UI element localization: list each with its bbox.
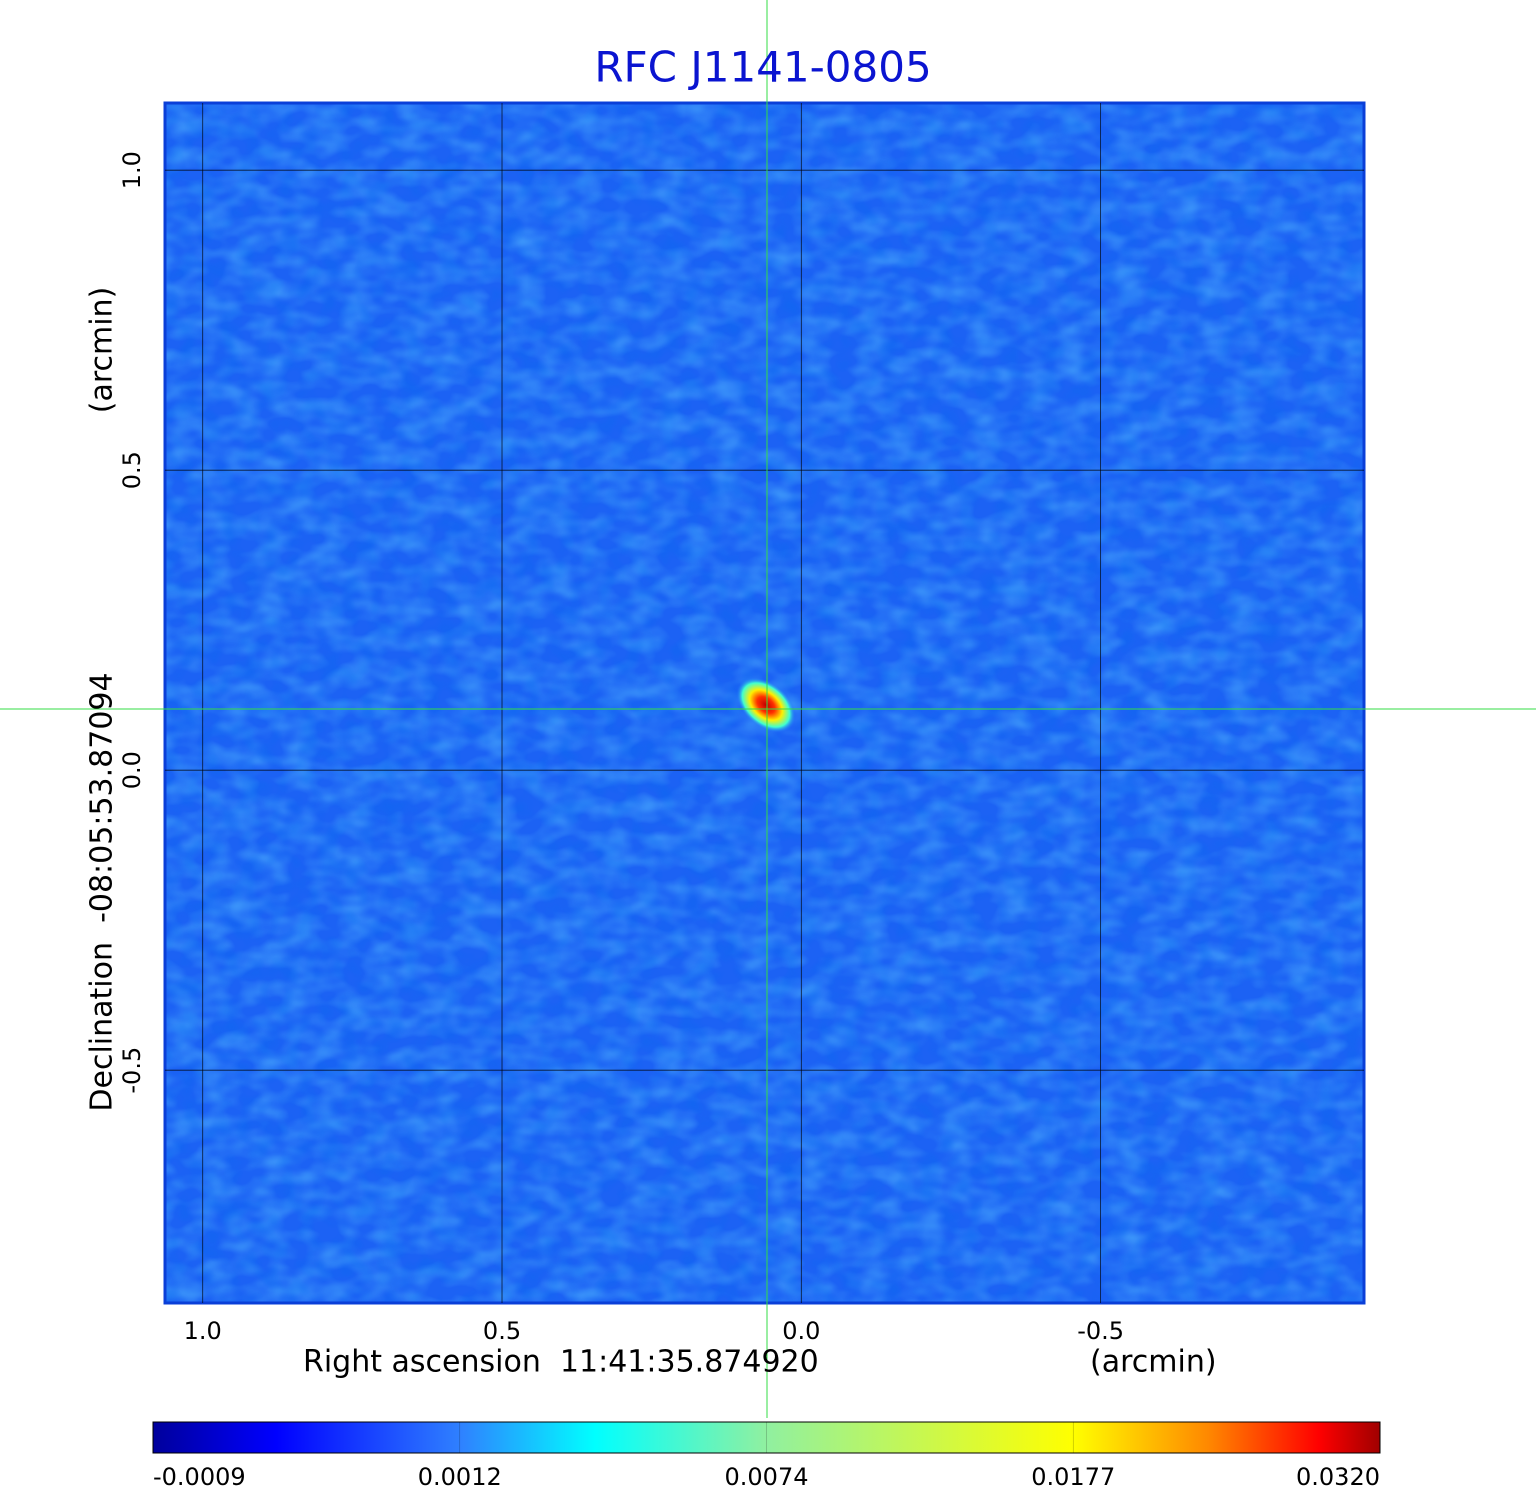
x-axis-label: Right ascension 11:41:35.874920	[303, 1345, 819, 1380]
colorbar-tick-label: 0.0012	[418, 1463, 502, 1491]
colorbar-tick-label: 0.0320	[1296, 1463, 1380, 1491]
y-axis-label: Declination -08:05:53.87094	[85, 672, 120, 1111]
x-axis-unit: (arcmin)	[1090, 1345, 1217, 1380]
y-tick-label: 0.0	[118, 751, 146, 789]
x-tick-label: 0.0	[782, 1317, 820, 1345]
colorbar	[152, 1421, 1381, 1454]
x-tick-label: 0.5	[483, 1317, 521, 1345]
y-tick-label: 1.0	[118, 151, 146, 189]
image-area	[163, 101, 1366, 1305]
x-tick-label: 1.0	[184, 1317, 222, 1345]
colorbar-tick-label: -0.0009	[153, 1463, 246, 1491]
chart-title: RFC J1141-0805	[594, 43, 931, 92]
image-frame	[163, 101, 1366, 1305]
grid	[165, 103, 1364, 1303]
y-tick-label: 0.5	[118, 451, 146, 489]
colorbar-tick-label: 0.0177	[1031, 1463, 1115, 1491]
source	[736, 677, 796, 733]
y-tick-label: -0.5	[118, 1047, 146, 1094]
colorbar-tick-label: 0.0074	[725, 1463, 809, 1491]
y-axis-unit: (arcmin)	[85, 287, 120, 414]
x-tick-label: -0.5	[1077, 1317, 1124, 1345]
